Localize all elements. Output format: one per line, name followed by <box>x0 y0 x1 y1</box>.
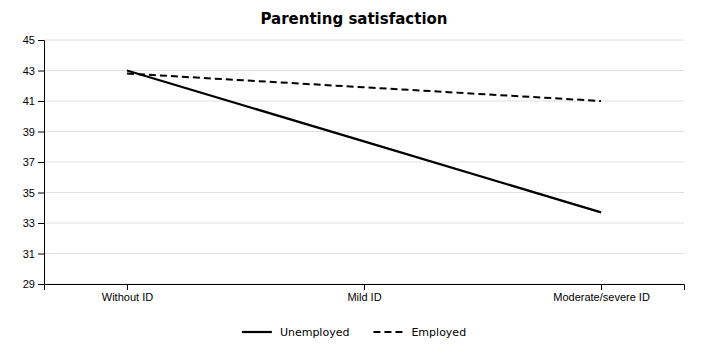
y-tick-mark <box>38 223 44 224</box>
legend-swatch <box>373 331 403 333</box>
legend-label: Employed <box>411 326 466 339</box>
x-tick: Moderate/severe ID <box>553 284 650 303</box>
y-tick-mark <box>38 254 44 255</box>
y-tick-mark <box>38 162 44 163</box>
y-tick-mark <box>38 40 44 41</box>
x-tick-mark <box>364 284 365 290</box>
y-tick: 43 <box>23 65 44 77</box>
y-tick: 41 <box>23 95 44 107</box>
lines <box>127 71 601 213</box>
legend: Unemployed Employed <box>242 326 466 339</box>
grid <box>44 40 684 284</box>
x-axis-line <box>45 285 685 291</box>
x-axis: Without ID Mild ID Moderate/severe ID <box>45 284 685 303</box>
y-tick-label: 35 <box>23 187 35 199</box>
legend-item: Employed <box>373 326 466 339</box>
x-tick-label: Moderate/severe ID <box>553 291 650 303</box>
x-tick-label: Without ID <box>102 291 153 303</box>
y-tick-mark <box>38 101 44 102</box>
x-tick: Mild ID <box>347 284 381 303</box>
series-line <box>127 71 601 213</box>
y-tick-label: 29 <box>23 278 35 290</box>
legend-item: Unemployed <box>242 326 350 339</box>
y-tick-mark <box>38 132 44 133</box>
x-tick: Without ID <box>102 284 153 303</box>
y-tick-label: 41 <box>23 95 35 107</box>
series-line <box>127 74 601 101</box>
grid-line <box>44 131 684 132</box>
y-tick: 31 <box>23 248 44 260</box>
grid-line <box>44 101 684 102</box>
y-tick: 35 <box>23 187 44 199</box>
y-tick-mark <box>38 71 44 72</box>
y-tick: 33 <box>23 217 44 229</box>
grid-line <box>44 40 684 41</box>
y-tick: 45 <box>23 34 44 46</box>
grid-line <box>44 253 684 254</box>
y-tick-label: 37 <box>23 156 35 168</box>
grid-line <box>44 70 684 71</box>
y-tick-label: 31 <box>23 248 35 260</box>
y-axis-line <box>38 41 45 285</box>
grid-line <box>44 162 684 163</box>
y-tick-label: 43 <box>23 65 35 77</box>
y-tick: 39 <box>23 126 44 138</box>
title: Parenting satisfaction <box>260 10 447 28</box>
y-axis: 29 31 33 35 37 39 41 43 45 <box>23 34 45 290</box>
legend-swatch <box>242 331 272 333</box>
y-tick-label: 45 <box>23 34 35 46</box>
chart: Parenting satisfaction 29 31 33 35 37 39 41 43 45… <box>0 0 708 348</box>
plot: 29 31 33 35 37 39 41 43 45 Without ID Mild ID Moder… <box>23 34 685 303</box>
y-tick-mark <box>38 284 44 285</box>
y-tick-mark <box>38 193 44 194</box>
y-tick: 29 <box>23 278 44 290</box>
grid-line <box>44 192 684 193</box>
legend-label: Unemployed <box>280 326 350 339</box>
x-tick-mark <box>601 284 602 290</box>
grid-line <box>44 223 684 224</box>
y-tick: 37 <box>23 156 44 168</box>
x-tick-mark <box>127 284 128 290</box>
y-tick-label: 33 <box>23 217 35 229</box>
y-tick-label: 39 <box>23 126 35 138</box>
x-tick-label: Mild ID <box>347 291 381 303</box>
